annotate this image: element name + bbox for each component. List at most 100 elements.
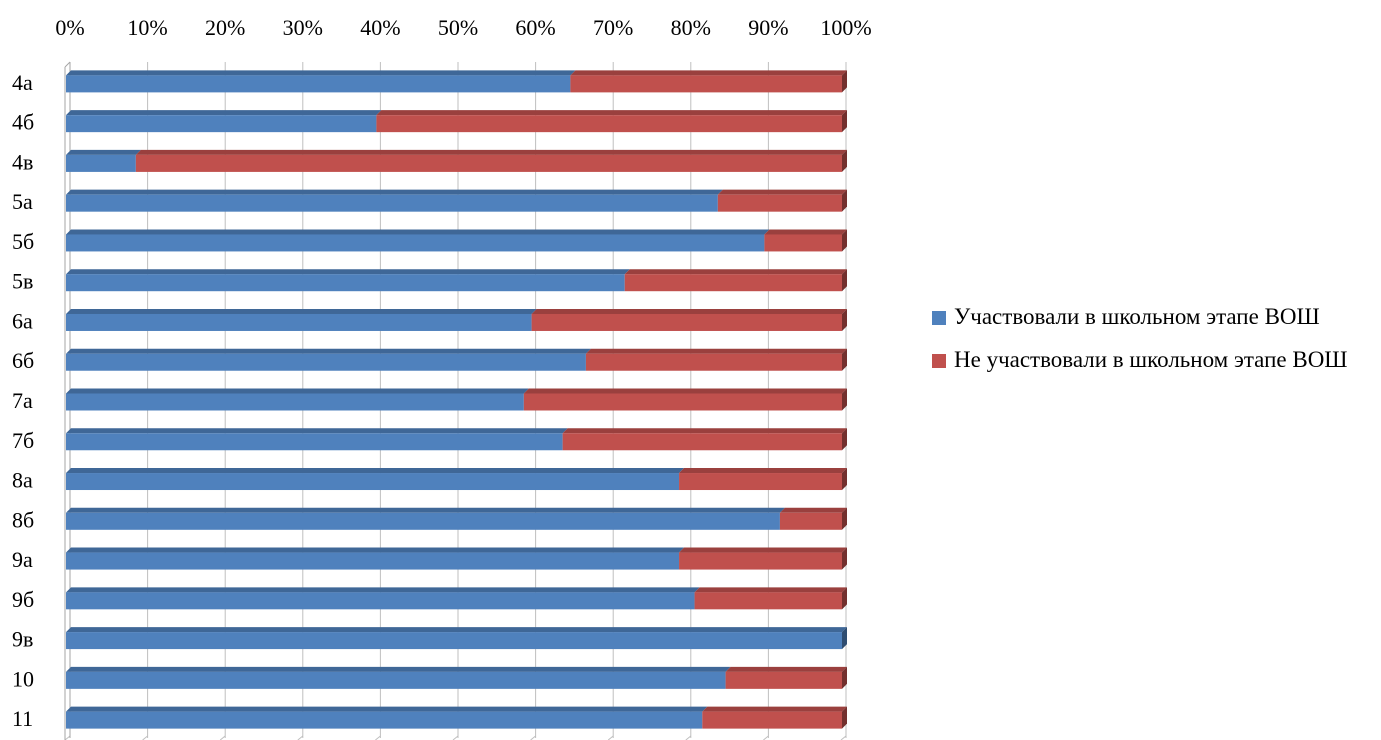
- bar-top-participated: [66, 666, 731, 672]
- y-category-label: 6а: [12, 308, 33, 333]
- bar-top-not-participated: [694, 587, 847, 593]
- y-category-label: 9а: [12, 547, 33, 572]
- bar-participated: [66, 154, 136, 172]
- legend-swatch-participated: [932, 311, 946, 325]
- bar-participated: [66, 552, 680, 570]
- gridline-floor: [840, 735, 847, 740]
- y-axis-category-labels: 4а 4б 4в 5а 5б 5в 6а 6б 7а 7б 8а 8б 9а 9б 9в 10 11: [12, 70, 34, 731]
- bar-top-participated: [66, 428, 568, 434]
- bar-top-not-participated: [531, 308, 847, 314]
- bar-end-face: [842, 507, 847, 530]
- bar-top-not-participated: [679, 468, 847, 474]
- bar-top-not-participated: [135, 149, 848, 155]
- bar-top-participated: [66, 587, 700, 593]
- bar-participated: [66, 592, 695, 610]
- bar-top-participated: [66, 468, 685, 474]
- x-tick-label: 20%: [205, 15, 245, 40]
- bar-end-face: [842, 706, 847, 729]
- y-category-label: 5в: [12, 269, 33, 294]
- x-tick-label: 10%: [127, 15, 167, 40]
- bar-top-not-participated: [624, 269, 847, 275]
- x-tick-label: 90%: [748, 15, 788, 40]
- bar-top-participated: [66, 269, 630, 275]
- bar-top-participated: [66, 507, 785, 513]
- bar-top-not-participated: [585, 348, 847, 354]
- gridline-floor: [607, 735, 614, 740]
- bar-not-participated: [135, 154, 843, 172]
- y-category-label: 9б: [12, 587, 34, 612]
- x-axis-ticks: 0% 10% 20% 30% 40% 50% 60% 70% 80% 90% 100%: [55, 15, 871, 40]
- gridline-floor: [297, 735, 304, 740]
- bar-end-face: [842, 666, 847, 689]
- gridline-floor: [530, 735, 536, 740]
- legend-swatch-not-participated: [932, 354, 946, 368]
- bar-top-participated: [66, 706, 708, 712]
- bar-not-participated: [694, 592, 842, 610]
- y-category-label: 8а: [12, 468, 33, 493]
- x-tick-label: 30%: [283, 15, 323, 40]
- bars: [66, 70, 848, 729]
- bar-top-not-participated: [376, 110, 847, 116]
- y-category-label: 11: [12, 706, 33, 731]
- bar-participated: [66, 671, 726, 689]
- bar-end-face: [842, 229, 847, 252]
- bar-top-participated: [66, 149, 141, 155]
- bar-participated: [66, 194, 718, 212]
- bar-end-face: [842, 189, 847, 212]
- bar-not-participated: [562, 433, 842, 451]
- bar-top-not-participated: [725, 666, 847, 672]
- bar-participated: [66, 711, 703, 729]
- bar-top-not-participated: [570, 70, 847, 76]
- y-category-label: 9в: [12, 627, 33, 652]
- bar-not-participated: [702, 711, 842, 729]
- x-tick-label: 0%: [55, 15, 84, 40]
- x-tick-label: 60%: [515, 15, 555, 40]
- bar-not-participated: [679, 552, 842, 570]
- bar-top-not-participated: [523, 388, 847, 394]
- bar-participated: [66, 115, 377, 133]
- y-category-label: 4а: [12, 70, 33, 95]
- gridline-floor: [452, 735, 459, 740]
- bar-not-participated: [717, 194, 842, 212]
- bar-top-participated: [66, 110, 382, 116]
- legend-label-not-participated: Не участвовали в школьном этапе ВОШ: [954, 347, 1348, 372]
- bar-participated: [66, 632, 842, 650]
- y-category-label: 6б: [12, 348, 34, 373]
- bar-end-face: [842, 70, 847, 93]
- bar-not-participated: [523, 393, 842, 411]
- x-tick-label: 70%: [593, 15, 633, 40]
- bar-end-face: [842, 348, 847, 371]
- gridline-floor: [763, 735, 769, 740]
- gridline-floor: [375, 735, 381, 740]
- bar-end-face: [842, 428, 847, 451]
- x-tick-label: 50%: [438, 15, 478, 40]
- y-axis-wall-top: [64, 61, 71, 68]
- bar-participated: [66, 234, 765, 252]
- y-category-label: 4в: [12, 149, 33, 174]
- bar-participated: [66, 353, 586, 371]
- x-tick-label: 100%: [820, 15, 871, 40]
- stacked-bar-chart: 0% 10% 20% 30% 40% 50% 60% 70% 80% 90% 100% 4а 4б 4в…: [12, 15, 872, 740]
- bar-end-face: [842, 110, 847, 133]
- y-category-label: 7а: [12, 388, 33, 413]
- bar-top-not-participated: [717, 189, 847, 195]
- bar-participated: [66, 313, 532, 331]
- bar-not-participated: [570, 75, 842, 93]
- bar-end-face: [842, 388, 847, 411]
- bar-top-participated: [66, 547, 685, 553]
- bar-top-participated: [66, 229, 770, 235]
- legend-label-participated: Участвовали в школьном этапе ВОШ: [954, 304, 1320, 329]
- bar-top-not-participated: [764, 229, 847, 235]
- y-category-label: 10: [12, 666, 34, 691]
- bar-top-participated: [66, 388, 529, 394]
- bar-top-participated: [66, 348, 591, 354]
- bar-end-face: [842, 587, 847, 610]
- bar-not-participated: [376, 115, 842, 133]
- bar-top-participated: [66, 70, 576, 76]
- bar-not-participated: [585, 353, 842, 371]
- bar-end-face: [842, 547, 847, 570]
- gridline-floor: [142, 735, 148, 740]
- bar-not-participated: [624, 274, 842, 292]
- bar-top-not-participated: [702, 706, 847, 712]
- bar-top-participated: [66, 189, 723, 195]
